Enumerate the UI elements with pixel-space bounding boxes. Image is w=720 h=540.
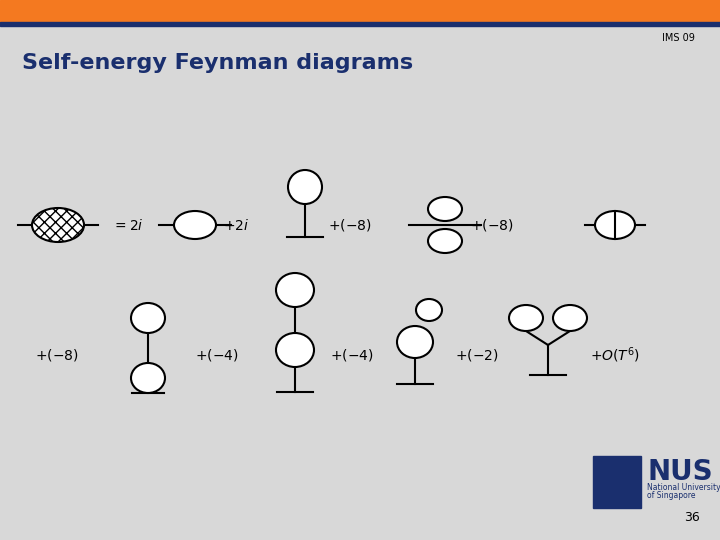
Ellipse shape [509, 305, 543, 331]
Text: $+(-8)$: $+(-8)$ [328, 217, 372, 233]
Ellipse shape [174, 211, 216, 239]
Text: 36: 36 [684, 511, 700, 524]
Ellipse shape [595, 211, 635, 239]
Bar [0, 22, 720, 26]
Ellipse shape [131, 303, 165, 333]
Ellipse shape [131, 363, 165, 393]
Text: $+2i$: $+2i$ [223, 218, 249, 233]
Text: $+ O(T^6)$: $+ O(T^6)$ [590, 345, 640, 365]
Ellipse shape [553, 305, 587, 331]
Text: NUS: NUS [647, 458, 713, 486]
Ellipse shape [276, 273, 314, 307]
Bar [0, 0, 720, 22]
Text: $+(-2)$: $+(-2)$ [455, 347, 499, 363]
Text: of Singapore: of Singapore [647, 490, 696, 500]
Ellipse shape [397, 326, 433, 358]
FancyBboxPatch shape [593, 456, 641, 508]
Ellipse shape [416, 299, 442, 321]
Text: $+(-4)$: $+(-4)$ [330, 347, 374, 363]
Ellipse shape [428, 197, 462, 221]
Ellipse shape [288, 170, 322, 204]
Text: $+(-8)$: $+(-8)$ [470, 217, 513, 233]
Text: National University: National University [647, 483, 720, 491]
Text: IMS 09: IMS 09 [662, 33, 695, 43]
Text: $= 2i$: $= 2i$ [112, 218, 144, 233]
Text: $+(-8)$: $+(-8)$ [35, 347, 78, 363]
Ellipse shape [428, 229, 462, 253]
Ellipse shape [276, 333, 314, 367]
Text: $+(-4)$: $+(-4)$ [195, 347, 238, 363]
Ellipse shape [32, 208, 84, 242]
Text: Self-energy Feynman diagrams: Self-energy Feynman diagrams [22, 53, 413, 73]
